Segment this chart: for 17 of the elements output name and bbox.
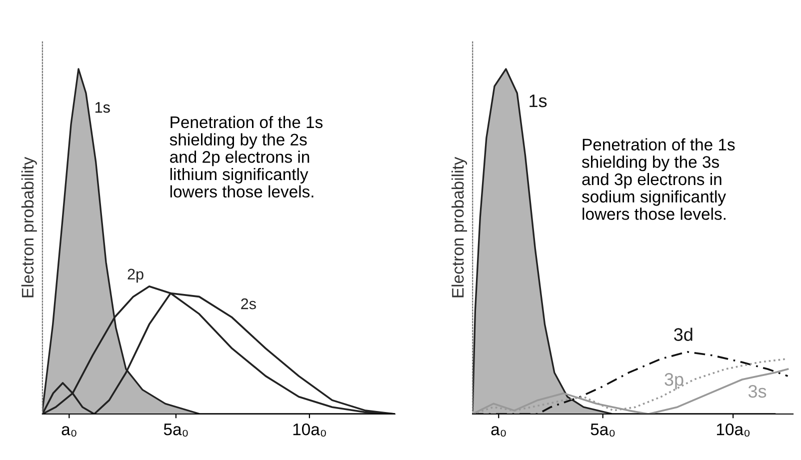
series-label: 3d (674, 328, 692, 341)
x-tick-label: a₀ (62, 426, 76, 437)
series-label: 1s (95, 102, 110, 113)
x-tick-label: 5a₀ (590, 424, 615, 437)
y-axis-title: Electron probability (452, 156, 468, 298)
series-label: 2p (128, 268, 144, 283)
annotation: Penetration of the 1s shielding by the 2s and 2p electrons in lithium significantly lowers those levels. (170, 116, 323, 198)
series-label: 3s (748, 384, 766, 398)
x-tick-label: 10a₀ (293, 423, 326, 437)
annotation: Penetration of the 1s shielding by the 3s and 3p electrons in sodium significantly lowers those levels. (582, 138, 735, 220)
series-label: 3p (664, 373, 684, 390)
series-label: 1s (530, 94, 547, 108)
x-tick-label: a₀ (491, 426, 506, 437)
x-tick-label: 5a₀ (164, 424, 188, 437)
x-tick-label: 10a₀ (716, 423, 750, 437)
series-label: 2s (241, 298, 256, 310)
y-axis-title: Electron probability (21, 156, 37, 298)
